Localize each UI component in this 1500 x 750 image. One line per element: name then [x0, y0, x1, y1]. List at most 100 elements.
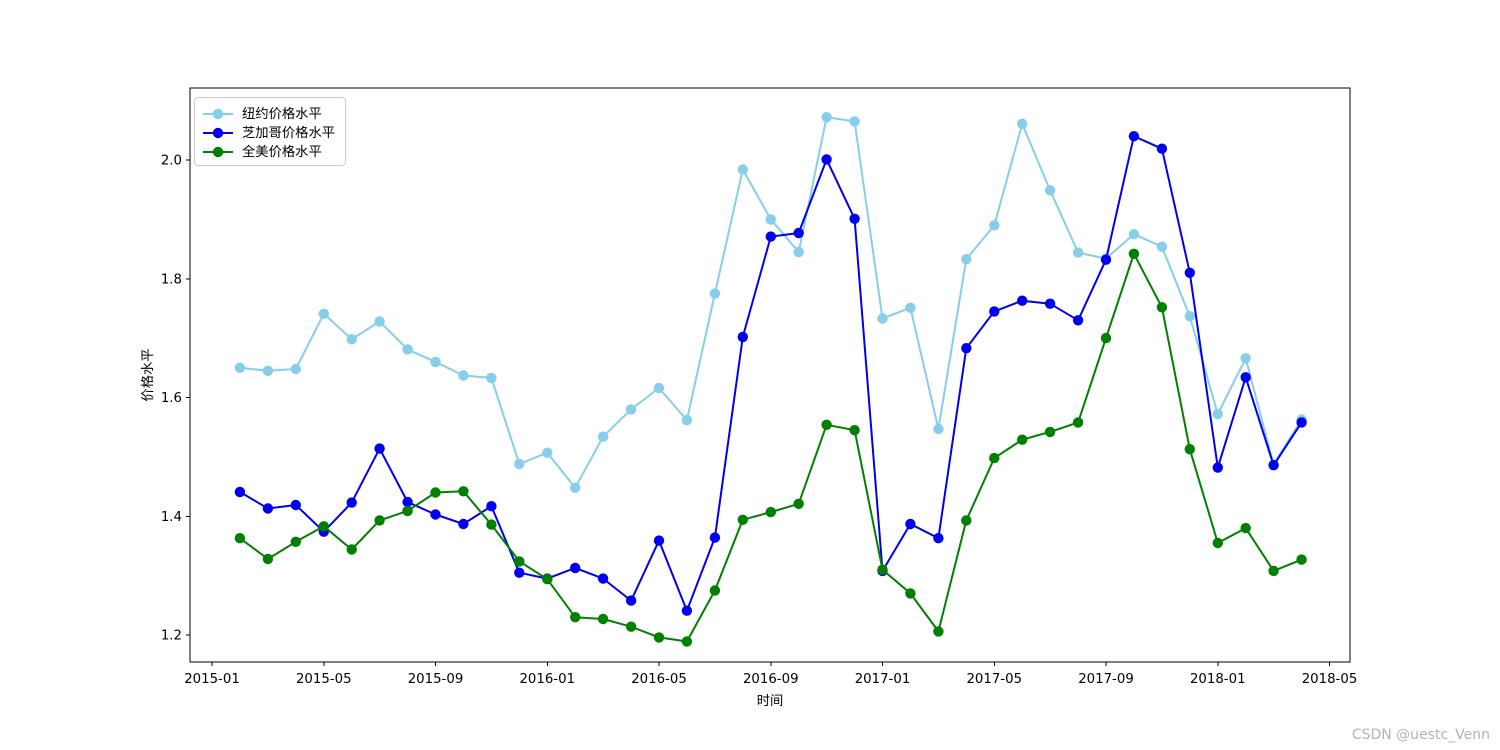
- data-point: [570, 482, 581, 493]
- legend-line-marker-icon: [203, 146, 233, 157]
- legend-swatch-newyork-icon: [202, 106, 234, 120]
- data-point: [905, 588, 916, 599]
- legend-swatch-chicago-icon: [202, 125, 234, 139]
- data-point: [653, 535, 665, 546]
- y-tick-label: 2.0: [161, 154, 182, 169]
- data-point: [1268, 565, 1279, 577]
- y-tick-label: 1.2: [161, 629, 182, 644]
- y-tick-label: 1.4: [161, 510, 182, 525]
- data-point: [737, 331, 748, 343]
- data-point: [318, 308, 329, 319]
- data-point: [989, 452, 1000, 464]
- data-point: [765, 214, 776, 225]
- data-point: [905, 518, 916, 530]
- x-tick-label: 2017-05: [966, 672, 1022, 687]
- data-point: [1184, 311, 1196, 322]
- data-point: [1128, 248, 1140, 259]
- data-point: [402, 505, 413, 517]
- data-point: [737, 164, 748, 175]
- data-point: [877, 564, 888, 575]
- data-point: [1100, 254, 1112, 265]
- data-point: [1212, 462, 1224, 473]
- data-point: [374, 443, 385, 454]
- data-point: [374, 515, 385, 526]
- data-point: [1072, 417, 1084, 428]
- data-point: [933, 423, 944, 435]
- y-axis-label: 价格水平: [140, 348, 156, 401]
- data-point: [1044, 426, 1056, 438]
- data-point: [933, 626, 944, 637]
- data-point: [1128, 229, 1140, 240]
- data-point: [318, 521, 329, 532]
- data-point: [1017, 434, 1028, 445]
- x-tick-label: 2017-01: [855, 672, 911, 687]
- legend-label-newyork: 纽约价格水平: [242, 107, 322, 122]
- data-point: [681, 414, 693, 426]
- data-point: [262, 553, 274, 565]
- data-point: [1044, 298, 1056, 309]
- data-point: [486, 501, 497, 512]
- data-point: [290, 363, 301, 375]
- legend-line-marker-icon: [203, 108, 233, 119]
- data-point: [1156, 143, 1168, 154]
- series-line-2: [238, 252, 1303, 643]
- data-point: [989, 220, 1000, 231]
- data-point: [821, 154, 832, 165]
- data-point: [430, 487, 441, 498]
- data-point: [793, 227, 804, 239]
- data-point: [1044, 185, 1056, 196]
- x-tick-label: 2017-09: [1078, 672, 1134, 687]
- data-point: [542, 574, 553, 585]
- data-point: [681, 605, 693, 616]
- data-point: [681, 636, 693, 647]
- data-point: [1156, 241, 1168, 252]
- data-point: [821, 419, 832, 430]
- watermark-text: CSDN @uestc_Venn: [1351, 727, 1490, 743]
- data-point: [486, 372, 497, 384]
- data-point: [597, 573, 609, 584]
- data-point: [905, 302, 916, 313]
- data-point: [570, 612, 581, 623]
- data-point: [961, 254, 972, 265]
- data-point: [1240, 372, 1251, 383]
- data-point: [793, 498, 804, 509]
- data-point: [1296, 554, 1307, 565]
- data-point: [346, 334, 357, 345]
- data-point: [793, 246, 804, 258]
- y-tick-label: 1.8: [161, 272, 182, 287]
- data-point: [1100, 332, 1112, 344]
- legend-item-newyork: 纽约价格水平: [202, 103, 337, 122]
- data-point: [849, 116, 860, 127]
- data-point: [1212, 537, 1224, 549]
- data-point: [402, 344, 413, 355]
- y-tick-label: 1.6: [161, 391, 182, 406]
- data-point: [1184, 444, 1196, 455]
- legend-item-chicago: 芝加哥价格水平: [202, 122, 337, 141]
- data-point: [262, 503, 274, 514]
- x-tick-label: 2016-09: [743, 672, 799, 687]
- data-point: [514, 567, 525, 578]
- legend-swatch-national-icon: [202, 144, 234, 158]
- data-point: [346, 544, 357, 555]
- data-point: [709, 532, 721, 543]
- data-point: [1156, 302, 1168, 313]
- data-point: [961, 343, 972, 354]
- legend-line-marker-icon: [203, 127, 233, 138]
- data-point: [430, 356, 441, 368]
- data-point: [1184, 267, 1196, 278]
- x-tick-label: 2015-01: [184, 672, 240, 687]
- plot-border: [189, 87, 1351, 663]
- data-point: [290, 536, 301, 547]
- data-point: [877, 313, 888, 324]
- data-point: [597, 613, 609, 625]
- data-point: [234, 486, 246, 498]
- data-point: [653, 382, 665, 394]
- legend-label-chicago: 芝加哥价格水平: [242, 126, 336, 141]
- data-point: [737, 514, 748, 525]
- data-point: [1017, 118, 1028, 129]
- data-point: [458, 370, 469, 381]
- data-point: [625, 595, 637, 606]
- data-point: [1268, 460, 1279, 471]
- data-point: [765, 506, 776, 518]
